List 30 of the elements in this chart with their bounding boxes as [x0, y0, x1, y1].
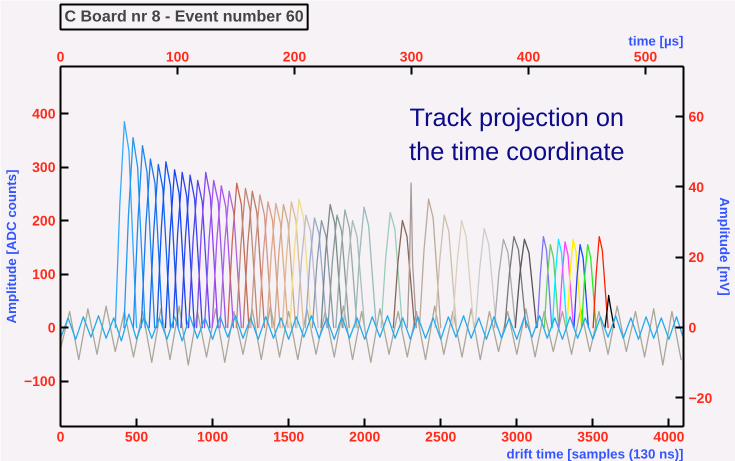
x2-tick-label: 200 [282, 48, 306, 64]
y2-axis-title: Amplitude [mV] [717, 197, 732, 296]
x-tick-label: 2500 [425, 428, 457, 444]
x2-axis-title: time [µs] [628, 34, 684, 48]
chart-title: C Board nr 8 - Event number 60 [64, 8, 304, 26]
y-tick-label: 200 [32, 212, 56, 229]
y-axis-title: Amplitude [ADC counts] [4, 169, 19, 324]
x-tick-label: 1000 [197, 428, 228, 444]
x2-tick-label: 500 [634, 48, 658, 64]
x-tick-label: 500 [124, 428, 148, 444]
y2-tick-label: −20 [688, 390, 712, 406]
y2-tick-label: 20 [688, 249, 704, 266]
x-axis-title: drift time [samples (130 ns)] [506, 446, 684, 461]
y-tick-label: 100 [32, 266, 56, 282]
x-tick-label: 1500 [273, 428, 304, 444]
y2-tick-label: 0 [688, 320, 696, 336]
x-tick-label: 4000 [653, 428, 685, 444]
annotation: Track projection on the time coordinate [409, 104, 625, 166]
y-tick-label: 300 [32, 159, 56, 176]
x-tick-label: 2000 [349, 428, 380, 444]
x2-tick-label: 300 [400, 48, 424, 64]
x-tick-label: 3500 [577, 428, 609, 444]
y-tick-label: −100 [24, 373, 56, 390]
y-tick-label: 0 [48, 320, 56, 336]
y-tick-label: 400 [32, 106, 56, 122]
y2-tick-label: 40 [688, 178, 704, 195]
x2-tick-label: 100 [166, 48, 190, 64]
x-tick-label: 3000 [501, 428, 533, 444]
x2-tick-label: 400 [516, 48, 540, 64]
y2-tick-label: 60 [688, 108, 704, 124]
